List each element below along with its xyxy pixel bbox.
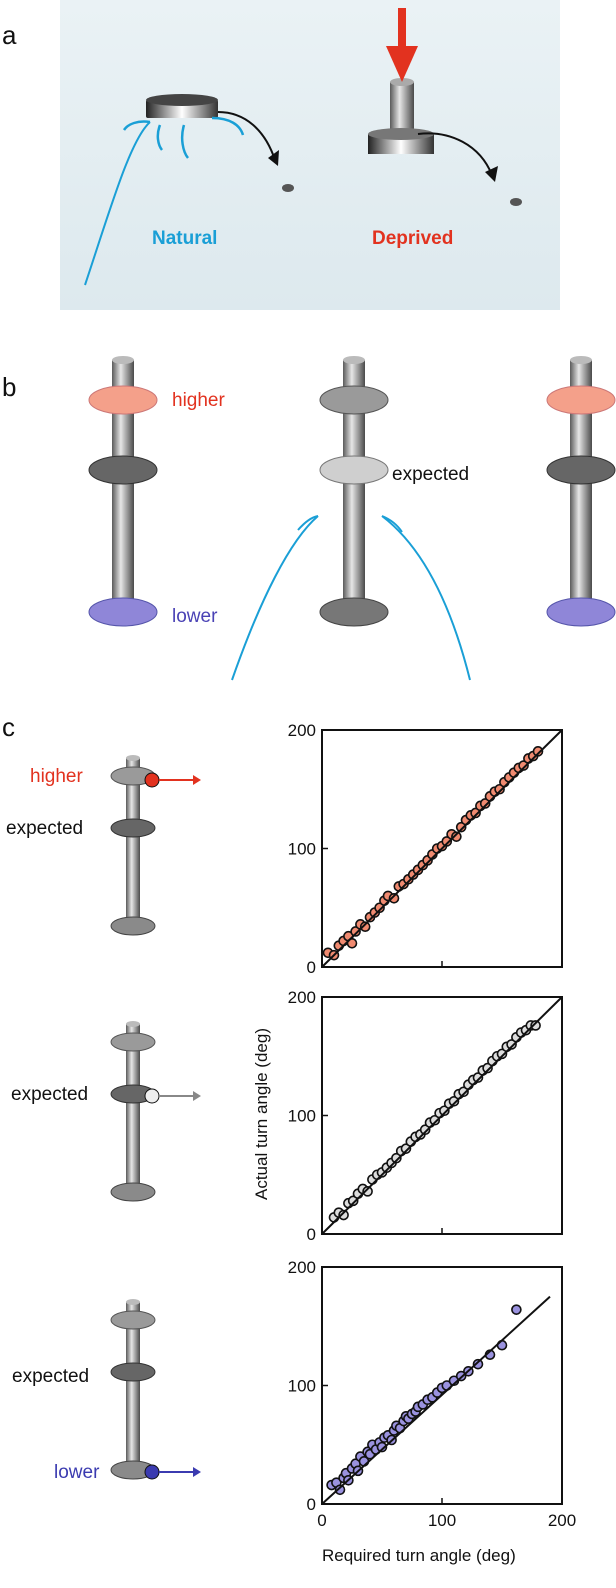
data-point [350, 926, 361, 937]
small-pole-2 [110, 1021, 201, 1202]
data-point [362, 1186, 373, 1197]
data-point [455, 821, 467, 833]
y-tick-label: 100 [288, 1107, 316, 1126]
label-higher-c: higher [30, 766, 83, 787]
fit-line [321, 1295, 551, 1505]
label-natural: Natural [152, 228, 218, 249]
label-expected-c3: expected [12, 1366, 90, 1387]
pole-middle [231, 356, 471, 681]
data-point [448, 1095, 460, 1107]
data-point [388, 892, 400, 904]
panel-letter-b: b [2, 372, 17, 402]
data-point [458, 1086, 469, 1098]
panel-letter-c: c [2, 712, 15, 742]
label-lower-b: lower [172, 606, 218, 627]
x-axis-title: Required turn angle (deg) [322, 1546, 516, 1565]
data-point [347, 1195, 359, 1207]
small-pole-3 [110, 1299, 201, 1480]
data-point [376, 1441, 388, 1453]
data-point [506, 1039, 517, 1050]
data-point [479, 798, 491, 809]
data-point [346, 937, 358, 949]
data-point [419, 1124, 431, 1136]
y-tick-label: 200 [288, 988, 316, 1007]
y-tick-label: 200 [288, 721, 316, 740]
data-point [451, 831, 462, 842]
data-point [334, 1484, 346, 1496]
data-point [429, 1114, 441, 1126]
label-higher-b: higher [172, 390, 225, 411]
data-point [482, 1062, 493, 1074]
x-tick-label: 0 [317, 1511, 326, 1530]
data-point [472, 1072, 484, 1083]
data-point [511, 1304, 522, 1315]
label-expected-c2: expected [11, 1084, 89, 1105]
data-point [374, 902, 385, 914]
data-point [441, 836, 453, 847]
data-point [391, 1152, 402, 1164]
x-tick-label: 200 [548, 1511, 576, 1530]
data-point [532, 746, 544, 757]
y-tick-label: 100 [288, 1377, 316, 1396]
pole-left [88, 356, 158, 627]
fit-line [321, 996, 563, 1235]
label-deprived: Deprived [372, 228, 454, 249]
label-expected-b: expected [392, 464, 470, 485]
y-axis-title: Actual turn angle (deg) [252, 1028, 271, 1200]
panel-a-illustration [60, 0, 560, 310]
data-point [494, 783, 505, 795]
data-point [530, 1020, 541, 1031]
panel-b-illustration [88, 356, 616, 681]
y-tick-label: 100 [288, 840, 316, 859]
data-point [470, 807, 481, 819]
data-point [472, 1358, 484, 1370]
x-tick-label: 100 [428, 1511, 456, 1530]
y-tick-label: 0 [307, 1225, 316, 1244]
y-tick-label: 0 [307, 958, 316, 977]
data-point [518, 760, 529, 771]
data-point [338, 1209, 349, 1221]
pole-right [546, 356, 616, 627]
panel-c-illustrations [110, 755, 201, 1480]
data-point [400, 1143, 412, 1154]
data-point [496, 1048, 508, 1060]
label-lower-c: lower [54, 1462, 100, 1483]
panel-letter-a: a [2, 20, 17, 50]
label-expected-c1: expected [6, 818, 84, 839]
fit-line [321, 729, 563, 968]
data-point [439, 1105, 450, 1117]
data-point [359, 921, 371, 933]
y-tick-label: 200 [288, 1258, 316, 1277]
y-tick-label: 0 [307, 1495, 316, 1514]
small-pole-1 [110, 755, 201, 936]
